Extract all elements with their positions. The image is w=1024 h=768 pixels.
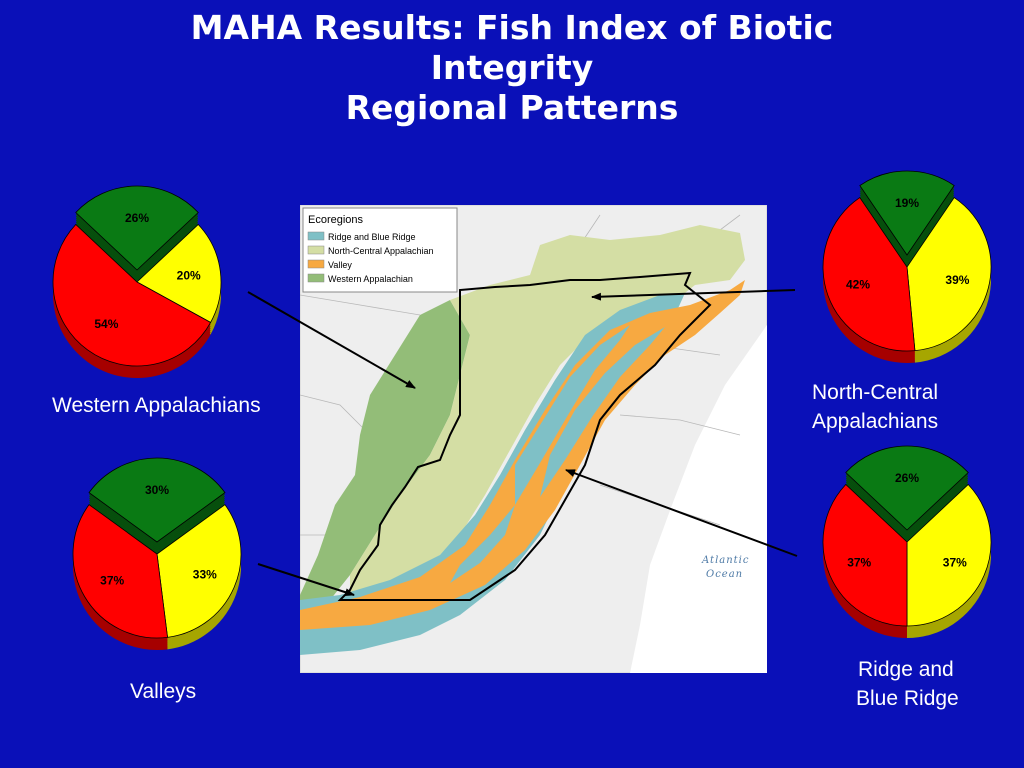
pie-slice-2 [136, 223, 222, 324]
pie-slice-label: 26% [895, 471, 919, 485]
pie-chart-valleys: 30% 33% 37% [72, 457, 242, 650]
pie-slice-label: 26% [125, 211, 149, 225]
legend-swatch-ridge [307, 231, 325, 241]
legend-swatch-north-central [307, 245, 325, 255]
label-ridge-line-1: Ridge and [858, 658, 954, 681]
region-north-central-appalachian [350, 225, 745, 600]
pie-slice-label: 39% [945, 273, 969, 287]
label-north-central-line-1: North-Central [812, 381, 939, 404]
pie-slice-label: 37% [943, 556, 967, 570]
pie-slice-1 [88, 457, 226, 543]
slide-title: MAHA Results: Fish Index of Biotic Integ… [0, 8, 1024, 128]
pie-slice-2 [156, 504, 242, 638]
legend-item-ridge: Ridge and Blue Ridge [328, 232, 416, 242]
ocean-label-atlantic: Atlantic [701, 555, 749, 566]
label-western-appalachians: Western Appalachians [52, 394, 261, 417]
pie-slice-3 [822, 196, 916, 352]
pie-slice-1 [75, 185, 199, 271]
pie-chart-ridge-blue-ridge: 26% 37% 37% [822, 445, 992, 638]
pie-slice-2 [906, 483, 992, 627]
legend-title: Ecoregions [308, 214, 364, 226]
label-north-central-line-2: Appalachians [812, 410, 939, 433]
pie-chart-north-central-appalachians: 19% 39% 42% [822, 170, 992, 364]
region-western-appalachian [300, 300, 470, 610]
pie-slice-1 [859, 170, 955, 256]
label-ridge-line-2: Blue Ridge [856, 687, 959, 710]
ocean-label-ocean: Ocean [706, 569, 743, 580]
title-line-2: Integrity [430, 48, 594, 87]
title-line-3: Regional Patterns [345, 88, 679, 127]
legend-item-western: Western Appalachian [328, 274, 413, 284]
pie-slice-label: 54% [94, 317, 118, 331]
pie-slice-3 [72, 504, 168, 639]
label-valleys: Valleys [130, 680, 197, 703]
pie-slice-label: 37% [847, 556, 871, 570]
pie-slice-3 [822, 483, 908, 627]
pie-slice-label: 30% [145, 483, 169, 497]
pie-chart-western-appalachians: 26% 20% 54% [52, 185, 222, 379]
pie-slice-3 [52, 223, 212, 367]
legend-item-valley: Valley [328, 260, 352, 270]
ridge-stripes [450, 325, 665, 583]
pie-slice-label: 20% [177, 268, 201, 282]
map-legend: Ecoregions Ridge and Blue Ridge North-Ce… [302, 207, 458, 293]
legend-item-north-central: North-Central Appalachian [328, 246, 434, 256]
pie-slice-label: 42% [846, 278, 870, 292]
legend-swatch-western [307, 273, 325, 283]
pie-slice-2 [906, 196, 992, 352]
pie-slice-label: 37% [100, 574, 124, 588]
pie-slice-label: 33% [193, 568, 217, 582]
pie-slice-1 [845, 445, 969, 531]
ecoregion-map: Ecoregions Ridge and Blue Ridge North-Ce… [300, 205, 767, 673]
pie-slice-label: 19% [895, 196, 919, 210]
legend-swatch-valley [307, 259, 325, 269]
study-boundary [337, 271, 712, 601]
title-line-1: MAHA Results: Fish Index of Biotic [190, 8, 834, 47]
